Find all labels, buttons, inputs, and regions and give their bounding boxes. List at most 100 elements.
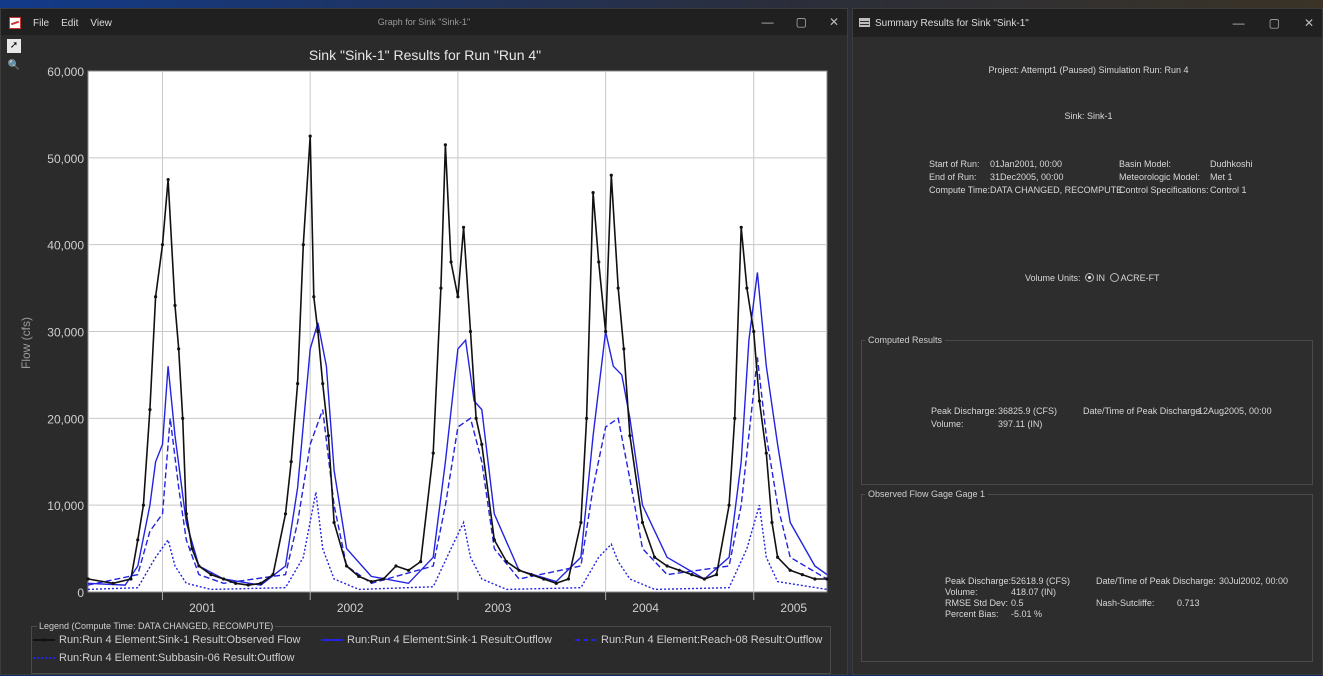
computed-date-value: 12Aug2005, 00:00 — [1198, 406, 1272, 416]
observed-point — [345, 564, 349, 568]
observed-point — [739, 225, 743, 229]
zoom-tool-icon[interactable]: 🔍 — [7, 60, 21, 71]
unit-in-radio[interactable] — [1085, 273, 1095, 282]
legend-subbasin-outflow: Run:Run 4 Element:Subbasin-06 Result:Out… — [33, 652, 294, 664]
observed-point — [419, 560, 423, 564]
observed-point — [406, 568, 411, 572]
observed-point — [813, 577, 817, 581]
graph-window-title: Graph for Sink "Sink-1" — [377, 17, 471, 27]
observed-point — [474, 416, 478, 420]
observed-point — [148, 408, 152, 412]
observed-point — [604, 329, 608, 334]
observed-point — [800, 573, 804, 577]
computed-volume-label: Volume: — [931, 419, 964, 429]
observed-point — [357, 574, 361, 578]
observed-point — [449, 260, 453, 264]
observed-point — [197, 564, 201, 568]
summary-maximize-button[interactable]: ▢ — [1268, 16, 1280, 30]
close-button[interactable]: ✕ — [828, 15, 839, 29]
observed-point — [289, 460, 293, 464]
observed-point — [312, 295, 316, 299]
observed-point — [597, 260, 601, 264]
observed-point — [714, 573, 719, 577]
computed-date-label: Date/Time of Peak Discharge — [1083, 406, 1201, 416]
unit-acre-label[interactable]: ACRE-FT — [1120, 273, 1160, 283]
sink-line: Sink: Sink-1 — [1064, 111, 1113, 121]
computed-peak-label: Peak Discharge: — [931, 406, 998, 416]
menu-view[interactable]: View — [90, 17, 112, 29]
observed-point — [234, 581, 238, 585]
legend-box — [31, 626, 831, 674]
observed-point — [702, 577, 706, 581]
observed-point — [301, 243, 305, 247]
x-tick-label: 2004 — [632, 601, 659, 615]
legend-subbasin-label: Run:Run 4 Element:Subbasin-06 Result:Out… — [59, 652, 295, 664]
volume-units-label: Volume Units: — [1025, 273, 1081, 283]
minimize-button[interactable]: — — [761, 15, 774, 29]
observed-point — [443, 143, 447, 147]
observed-point — [640, 520, 645, 525]
observed-point — [628, 434, 632, 438]
observed-point — [677, 568, 681, 572]
observed-point — [492, 538, 496, 542]
observed-point — [316, 329, 320, 334]
observed-point — [86, 577, 90, 581]
series-line-3 — [87, 491, 828, 591]
observed-volume-label: Volume: — [945, 587, 978, 597]
unit-in-label[interactable]: IN — [1096, 273, 1106, 283]
legend-sink-swatch — [321, 639, 343, 641]
y-tick-label: 30,000 — [47, 326, 84, 340]
maximize-button[interactable]: ▢ — [795, 15, 807, 29]
end-value: 31Dec2005, 00:00 — [990, 172, 1064, 182]
summary-window-title: Summary Results for Sink "Sink-1" — [875, 18, 1029, 29]
start-label: Start of Run: — [929, 159, 980, 169]
met-label: Meteorologic Model: — [1119, 172, 1201, 182]
observed-point — [369, 579, 373, 584]
observed-point — [321, 382, 325, 386]
observed-point — [788, 568, 792, 572]
summary-window-controls: — ▢ ✕ — [1233, 16, 1314, 30]
observed-point — [504, 560, 509, 564]
observed-point — [221, 577, 226, 581]
observed-point — [529, 573, 533, 577]
observed-point — [271, 573, 275, 577]
summary-close-button[interactable]: ✕ — [1303, 16, 1314, 30]
menu-file[interactable]: File — [33, 17, 50, 29]
legend-sink-label: Run:Run 4 Element:Sink-1 Result:Outflow — [347, 634, 552, 646]
nash-value: 0.713 — [1177, 598, 1200, 608]
computed-peak-value: 36825.9 (CFS) — [998, 406, 1058, 416]
basin-label: Basin Model: — [1119, 159, 1172, 169]
observed-point — [591, 190, 595, 195]
unit-acre-radio[interactable] — [1109, 273, 1119, 282]
observed-point — [246, 583, 250, 587]
observed-point — [166, 177, 170, 182]
observed-point — [332, 520, 336, 525]
computed-results-title: Computed Results — [865, 335, 946, 345]
observed-flow-group — [861, 494, 1313, 662]
control-value: Control 1 — [1210, 185, 1247, 195]
y-tick-label: 50,000 — [47, 152, 84, 166]
observed-point — [431, 451, 435, 455]
y-tick-label: 20,000 — [47, 412, 84, 426]
observed-point — [153, 295, 158, 299]
observed-point — [690, 573, 694, 577]
menu-edit[interactable]: Edit — [61, 17, 79, 29]
graph-titlebar: File Edit View Graph for Sink "Sink-1" —… — [1, 9, 847, 35]
observed-point — [757, 399, 762, 403]
rmse-value: 0.5 — [1011, 598, 1024, 608]
pointer-tool-icon[interactable]: ➚ — [7, 39, 21, 53]
rmse-label: RMSE Std Dev: — [945, 598, 1009, 608]
observed-point — [308, 134, 312, 138]
observed-date-value: 30Jul2002, 00:00 — [1219, 576, 1289, 586]
window-controls: — ▢ ✕ — [762, 15, 839, 29]
met-value: Met 1 — [1210, 172, 1233, 182]
flow-chart: 0 10,000 20,000 30,000 40,000 50,000 60,000 200… — [47, 65, 829, 615]
observed-point — [177, 347, 181, 351]
observed-point — [517, 568, 521, 572]
summary-minimize-button[interactable]: — — [1232, 16, 1245, 30]
observed-point — [111, 581, 115, 585]
series-line-1 — [87, 272, 828, 586]
project-line: Project: Attempt1 (Paused) Simulation Ru… — [988, 65, 1189, 75]
observed-point — [296, 382, 300, 386]
y-tick-label: 10,000 — [47, 499, 84, 513]
